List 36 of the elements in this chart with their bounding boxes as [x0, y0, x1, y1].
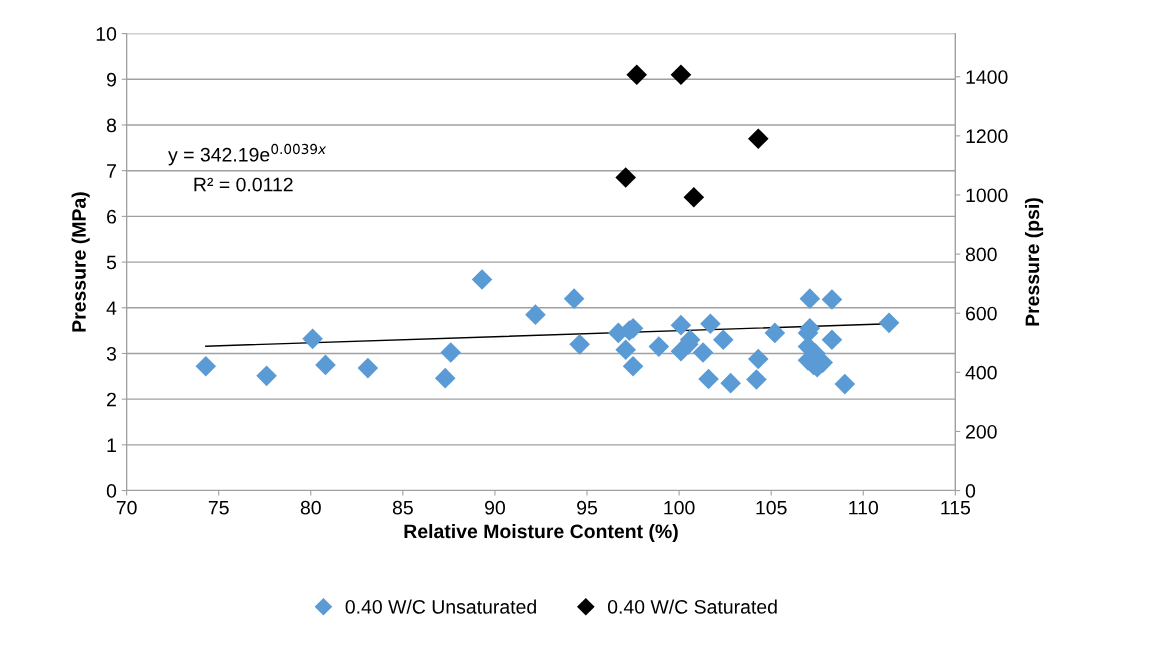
legend-label: 0.40 W/C Unsaturated — [345, 599, 536, 614]
y-tick-label: 0 — [106, 484, 117, 498]
x-tick-label: 105 — [756, 500, 787, 515]
y2-tick-label: 1000 — [966, 188, 1008, 203]
y2-tick-label: 800 — [965, 247, 997, 262]
y-tick-label: 8 — [106, 118, 117, 133]
x-tick-label: 110 — [849, 500, 878, 515]
y2-tick-label: 200 — [966, 424, 997, 439]
x-tick-label: 70 — [116, 500, 137, 515]
y-tick-label: 10 — [96, 27, 117, 41]
y-tick-label: 6 — [107, 209, 117, 224]
x-tick-label: 80 — [300, 500, 321, 515]
annotation: y = 342.19e$^{0.0039x}$ — [168, 143, 327, 166]
x-tick-label: 115 — [941, 501, 971, 515]
x-axis-title: Relative Moisture Content (%) — [404, 523, 678, 543]
legend-label: 0.40 W/C Saturated — [607, 599, 777, 614]
y-tick-label: 1 — [107, 438, 116, 452]
x-tick-label: 100 — [664, 500, 695, 515]
y-tick-label: 5 — [106, 255, 117, 270]
y-tick-label: 9 — [106, 72, 116, 87]
y-axis-title: Pressure (MPa) — [71, 192, 90, 332]
annotation: R² = 0.0112 — [194, 177, 293, 192]
y2-tick-label: 1200 — [966, 129, 1008, 144]
x-tick-label: 90 — [485, 500, 505, 515]
x-tick-label: 75 — [208, 501, 229, 515]
y2-tick-label: 400 — [965, 365, 997, 380]
y-tick-label: 4 — [106, 301, 117, 315]
x-tick-label: 95 — [577, 500, 598, 515]
y2-axis-title: Pressure (psi) — [1024, 198, 1044, 326]
x-tick-label: 85 — [392, 500, 413, 515]
y-tick-label: 7 — [107, 164, 116, 178]
y2-tick-label: 0 — [965, 484, 976, 498]
y2-tick-label: 600 — [966, 306, 997, 321]
y-tick-label: 2 — [107, 392, 116, 407]
y2-tick-label: 1400 — [966, 70, 1008, 84]
y-tick-label: 3 — [106, 346, 117, 361]
